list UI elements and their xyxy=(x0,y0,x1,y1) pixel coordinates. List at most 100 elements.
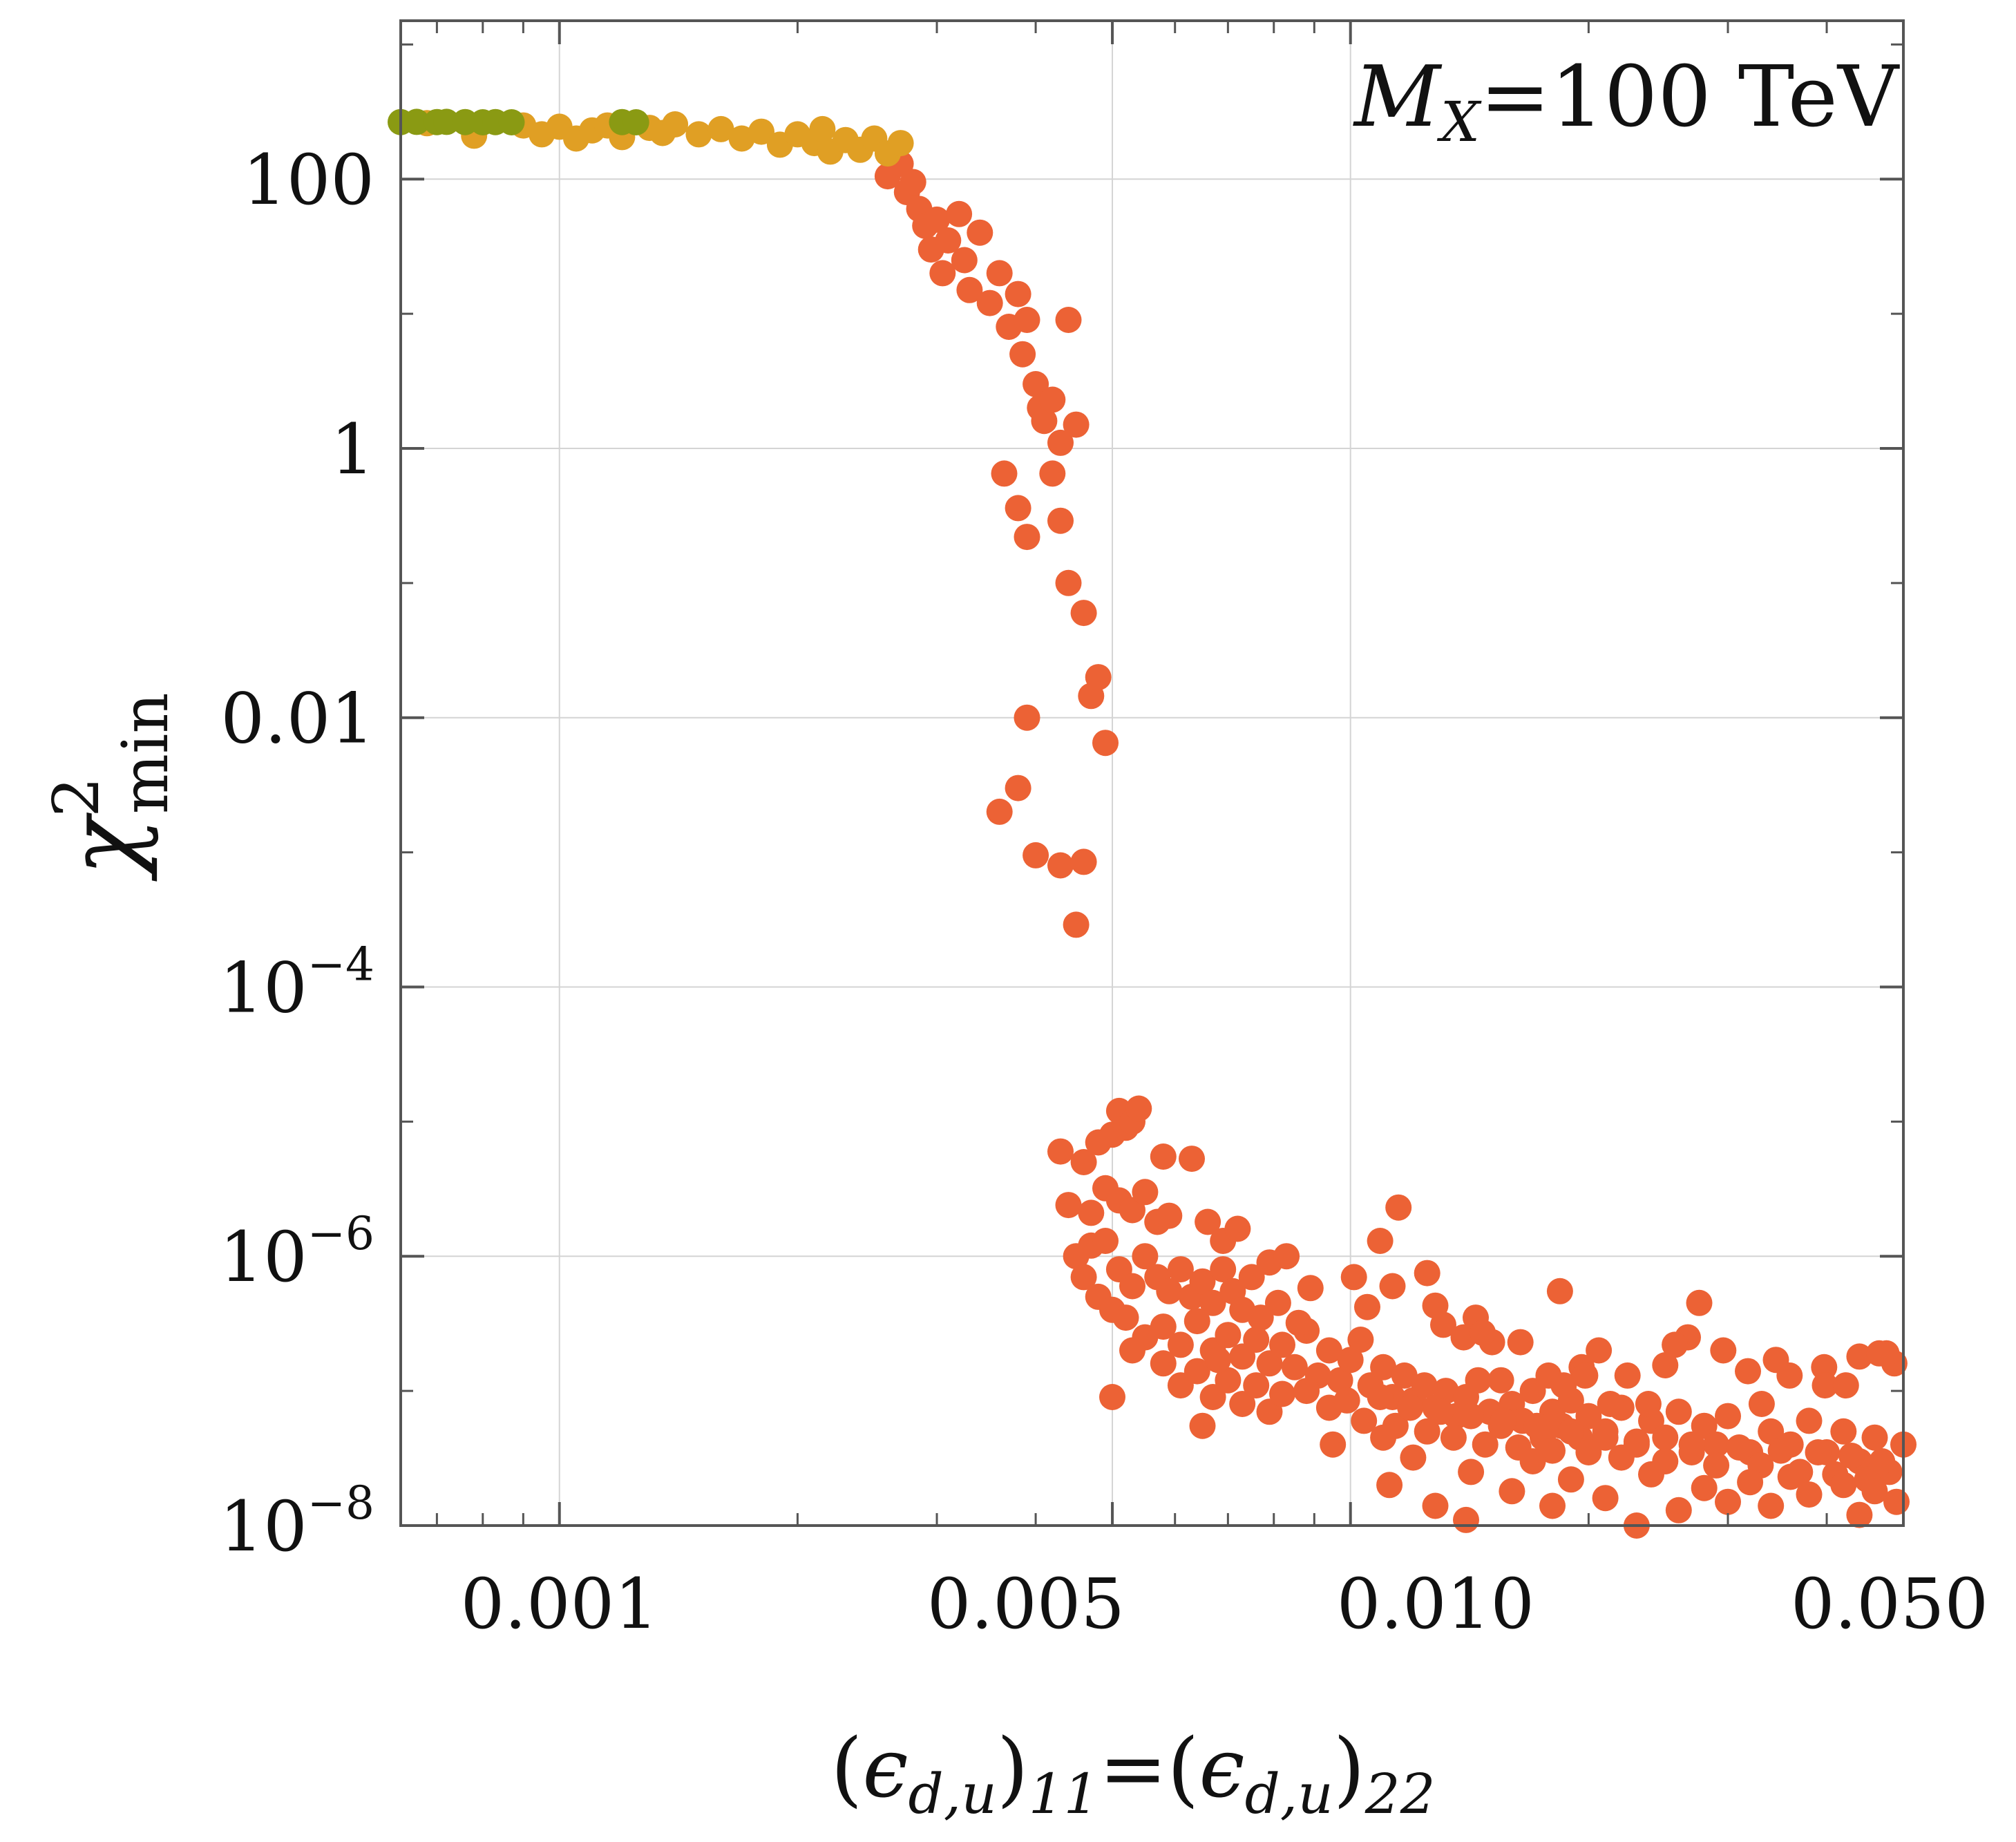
red-point xyxy=(1156,1278,1183,1304)
x-tick-label: 0.005 xyxy=(927,1564,1125,1644)
red-point xyxy=(1748,1391,1775,1417)
red-point xyxy=(1269,1331,1295,1358)
red-point xyxy=(1678,1431,1705,1458)
red-point xyxy=(1247,1304,1274,1331)
red-point xyxy=(1183,1308,1210,1335)
red-point xyxy=(1735,1358,1761,1385)
red-point xyxy=(1238,1264,1265,1291)
red-point xyxy=(1400,1444,1427,1471)
red-point xyxy=(1199,1384,1226,1410)
x-tick-label: 0.010 xyxy=(1337,1564,1534,1644)
red-point xyxy=(1039,460,1066,487)
red-point xyxy=(1614,1362,1641,1389)
red-point xyxy=(1189,1412,1216,1439)
red-point xyxy=(1805,1439,1832,1465)
red-point xyxy=(1367,1228,1394,1254)
red-point xyxy=(1458,1459,1485,1485)
red-point xyxy=(986,260,1013,287)
red-point xyxy=(1269,1380,1295,1407)
annotation-symbol: M xyxy=(1353,48,1443,146)
red-point xyxy=(1370,1354,1397,1380)
red-point xyxy=(967,219,993,246)
red-point xyxy=(1737,1469,1764,1496)
red-point xyxy=(1039,386,1066,413)
red-point xyxy=(1453,1506,1479,1533)
red-point xyxy=(1832,1372,1859,1399)
red-point xyxy=(1297,1275,1324,1302)
red-point xyxy=(1499,1478,1525,1505)
red-point xyxy=(1539,1437,1566,1464)
red-point xyxy=(1397,1394,1424,1421)
y-tick-label: 10−8 xyxy=(219,1477,374,1567)
red-point xyxy=(1150,1313,1177,1340)
red-point xyxy=(1458,1403,1485,1430)
red-point xyxy=(1472,1431,1499,1458)
red-point xyxy=(1846,1343,1873,1370)
red-point xyxy=(1055,569,1082,596)
red-point xyxy=(1546,1278,1573,1304)
red-point xyxy=(1320,1431,1347,1458)
red-point xyxy=(1710,1337,1737,1364)
red-point xyxy=(1652,1424,1679,1451)
red-point xyxy=(1370,1424,1397,1451)
red-point xyxy=(1243,1372,1270,1399)
red-point xyxy=(1150,1143,1177,1170)
red-point xyxy=(900,169,926,196)
red-point xyxy=(1210,1256,1237,1283)
red-point xyxy=(1229,1391,1256,1417)
red-point xyxy=(1285,1309,1312,1336)
red-point xyxy=(1047,429,1074,456)
red-point xyxy=(1031,408,1058,435)
red-point xyxy=(1586,1337,1613,1364)
red-point xyxy=(1811,1372,1838,1399)
red-point xyxy=(1156,1202,1183,1229)
red-point xyxy=(1440,1424,1467,1451)
red-point xyxy=(1014,307,1040,333)
red-point xyxy=(1861,1478,1888,1505)
red-point xyxy=(1150,1350,1177,1377)
red-point xyxy=(1063,411,1090,438)
red-point xyxy=(1507,1329,1534,1356)
gold-point xyxy=(748,118,774,145)
red-point xyxy=(1005,495,1031,522)
red-point xyxy=(924,206,950,233)
red-point xyxy=(1014,524,1040,551)
red-point xyxy=(1183,1358,1210,1385)
red-point xyxy=(1215,1322,1242,1349)
red-point xyxy=(1273,1243,1300,1270)
red-point xyxy=(1063,911,1090,938)
red-point xyxy=(1179,1146,1205,1172)
y-tick-labels: 100 1 0.01 10−4 10−6 10−8 xyxy=(219,140,374,1567)
red-point xyxy=(1293,1378,1320,1405)
red-point xyxy=(1204,1347,1231,1374)
red-point xyxy=(1652,1352,1679,1378)
red-point xyxy=(1055,307,1082,333)
red-point xyxy=(1315,1337,1342,1364)
red-point xyxy=(1539,1492,1566,1519)
x-tick-labels: 0.001 0.005 0.010 0.050 xyxy=(461,1564,1989,1644)
red-point xyxy=(1078,1199,1105,1226)
red-point xyxy=(1550,1372,1577,1399)
red-point xyxy=(1490,1407,1516,1434)
red-point xyxy=(1414,1418,1440,1445)
red-point xyxy=(1391,1362,1418,1389)
red-point xyxy=(1385,1194,1412,1221)
red-point xyxy=(1767,1437,1794,1464)
red-point xyxy=(1414,1260,1440,1286)
x-tick-label: 0.001 xyxy=(461,1564,658,1644)
red-point xyxy=(1623,1428,1650,1455)
y-tick-label: 0.01 xyxy=(220,678,374,759)
red-point xyxy=(1686,1289,1713,1316)
red-point xyxy=(1333,1387,1360,1414)
red-point xyxy=(1703,1431,1730,1458)
annotation-subscript: X xyxy=(1436,90,1482,154)
red-point xyxy=(1224,1215,1251,1242)
red-point xyxy=(1869,1448,1896,1474)
red-point xyxy=(1340,1264,1367,1291)
y-tick-label: 10−6 xyxy=(219,1207,374,1298)
red-point xyxy=(1592,1485,1619,1512)
red-point xyxy=(1796,1481,1823,1508)
red-point xyxy=(1189,1268,1216,1295)
red-point xyxy=(956,276,983,303)
red-point xyxy=(1195,1208,1221,1235)
